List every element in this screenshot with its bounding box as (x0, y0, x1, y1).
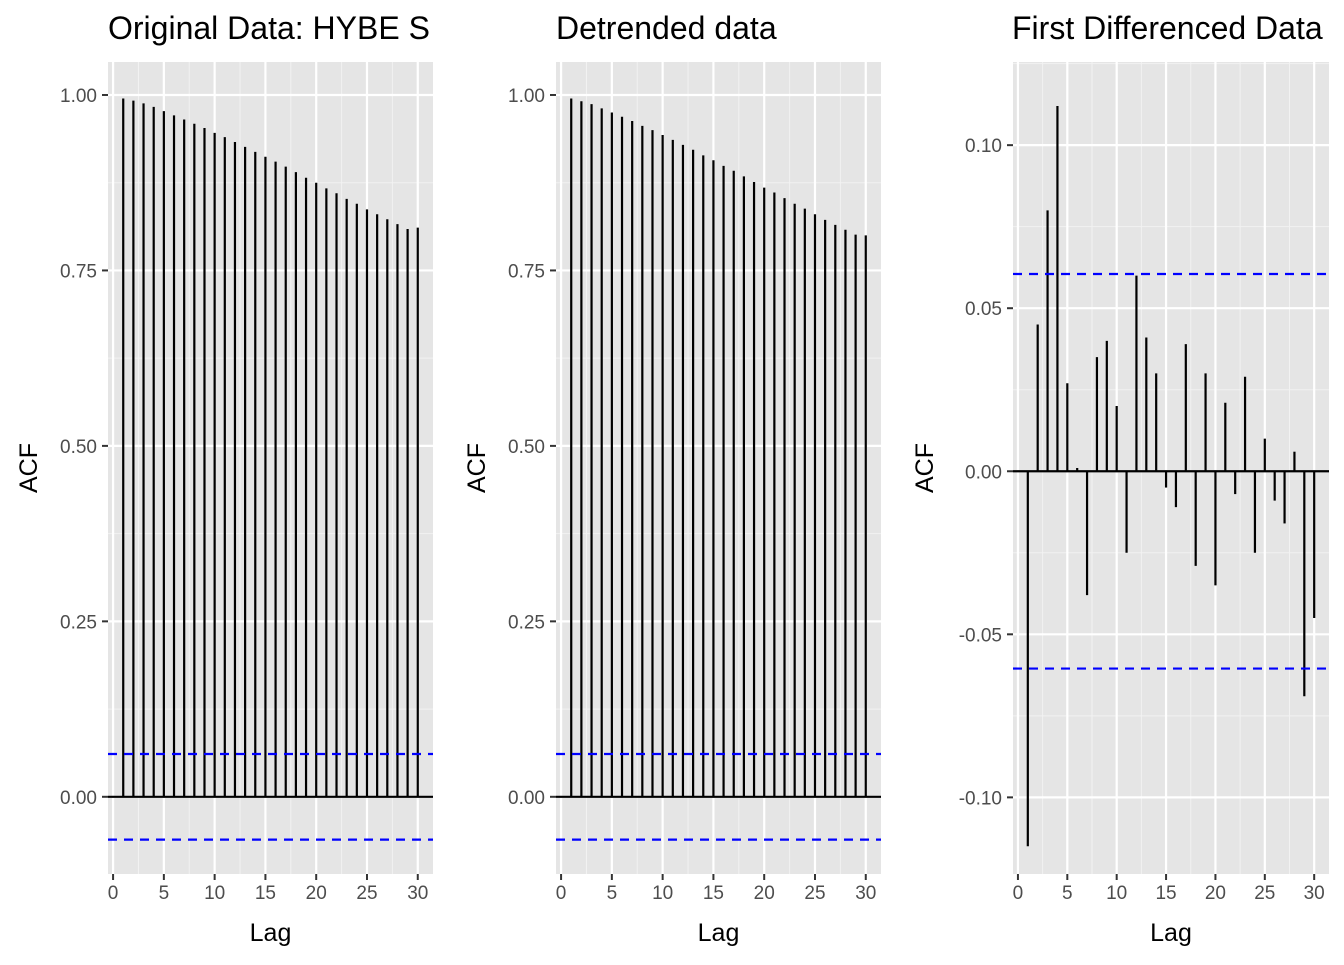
x-tick-label: 0 (556, 883, 567, 904)
y-tick-label: 0.00 (60, 788, 97, 809)
y-axis-title: ACF (15, 443, 43, 493)
y-tick-label: 0.75 (508, 261, 545, 282)
x-tick-label: 25 (804, 883, 825, 904)
x-tick-label: 30 (1304, 883, 1325, 904)
acf-panel-1: 0 5 10 15 20 25 30 0.00 0.25 0.50 0.75 1.00 Lag ACF Or… (15, 10, 433, 947)
x-tick-label: 15 (255, 883, 276, 904)
chart-title: First Differenced Data (1012, 10, 1323, 46)
x-tick-label: 10 (652, 883, 673, 904)
y-tick-label: 0.50 (60, 437, 97, 458)
y-tick-label: 0.50 (508, 437, 545, 458)
y-tick-label: 0.00 (508, 788, 545, 809)
chart-title: Original Data: HYBE S (108, 10, 430, 46)
y-tick-label: 1.00 (60, 86, 97, 107)
y-axis-title: ACF (463, 443, 491, 493)
x-tick-label: 15 (703, 883, 724, 904)
y-axis-title: ACF (911, 443, 939, 493)
y-tick-label: 0.25 (60, 612, 97, 633)
x-tick-label: 25 (356, 883, 377, 904)
acf-bars (570, 98, 867, 797)
panel-background (556, 62, 881, 874)
x-tick-label: 20 (1205, 883, 1226, 904)
y-tick-label: 0.75 (60, 261, 97, 282)
x-tick-label: 5 (159, 883, 170, 904)
x-tick-label: 30 (855, 883, 876, 904)
x-tick-label: 15 (1155, 883, 1176, 904)
acf-panel-2: 0 5 10 15 20 25 30 0.00 0.25 0.50 0.75 1.00 Lag ACF De… (463, 10, 881, 947)
panel-background (108, 62, 433, 874)
x-tick-label: 0 (1013, 883, 1024, 904)
y-tick-label: 0.05 (965, 299, 1002, 320)
x-tick-label: 10 (1106, 883, 1127, 904)
x-tick-label: 5 (1062, 883, 1073, 904)
y-tick-label: 1.00 (508, 86, 545, 107)
x-axis-title: Lag (698, 919, 740, 947)
x-axis-title: Lag (1150, 919, 1192, 947)
acf-bars (122, 98, 419, 797)
y-tick-label: 0.00 (965, 462, 1002, 483)
y-tick-label: 0.25 (508, 612, 545, 633)
x-tick-label: 20 (754, 883, 775, 904)
x-axis-title: Lag (250, 919, 292, 947)
chart-title: Detrended data (556, 10, 777, 46)
x-tick-label: 0 (108, 883, 119, 904)
acf-panel-3: 0 5 10 15 20 25 30 -0.10 -0.05 0.00 0.05 0.10 Lag ACF… (911, 10, 1329, 947)
x-tick-label: 20 (306, 883, 327, 904)
y-tick-label: 0.10 (965, 136, 1002, 157)
acf-bars (1026, 106, 1316, 847)
x-tick-label: 5 (607, 883, 618, 904)
y-tick-label: -0.05 (959, 625, 1002, 646)
x-tick-label: 25 (1254, 883, 1275, 904)
x-tick-label: 10 (204, 883, 225, 904)
panel-background (1013, 62, 1329, 874)
x-tick-label: 30 (407, 883, 428, 904)
y-tick-label: -0.10 (959, 788, 1002, 809)
